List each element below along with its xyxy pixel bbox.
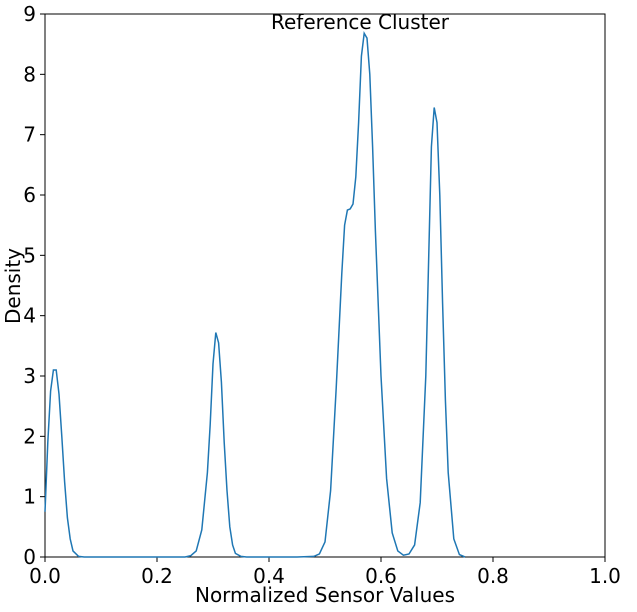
density-line [44,31,466,558]
x-tick-label: 0.6 [365,564,397,588]
y-tick-label: 4 [23,304,36,328]
y-axis-label: Density [1,248,25,324]
annotation: Reference Cluster [271,10,450,34]
plot-frame [44,13,606,558]
y-tick-label: 3 [23,364,36,388]
y-tick-label: 1 [23,485,36,509]
y-tick-label: 7 [23,123,36,147]
x-tick-label: 1.0 [589,564,621,588]
y-tick-label: 0 [23,545,36,569]
x-tick-label: 0.2 [141,564,173,588]
x-axis-label: Normalized Sensor Values [195,583,455,607]
y-tick-label: 8 [23,62,36,86]
y-tick-label: 6 [23,183,36,207]
y-tick-label: 9 [23,2,36,26]
x-tick-label: 0.4 [253,564,285,588]
y-tick-label: 2 [23,424,36,448]
x-tick-label: 0.0 [29,564,61,588]
y-tick-label: 5 [23,243,36,267]
x-tick-label: 0.8 [477,564,509,588]
